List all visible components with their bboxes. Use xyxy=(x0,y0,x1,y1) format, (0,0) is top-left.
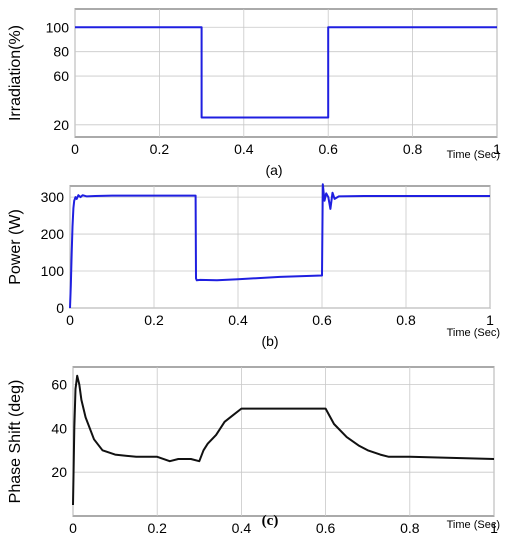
y-tick-label: 100 xyxy=(46,19,70,35)
chart-panel-2: 0 0.2 0.4 0.6 0.8 1 0 100 200 300 Power (W) Time (S… xyxy=(7,183,500,349)
series-line xyxy=(75,26,497,119)
x-tick-label: 0 xyxy=(66,312,74,328)
x-tick-label: 1 xyxy=(490,520,498,536)
panel-label: (c) xyxy=(262,513,279,529)
x-tick-label: 0.4 xyxy=(234,141,254,157)
x-tick-label: 0.2 xyxy=(147,520,167,536)
plot-area xyxy=(74,8,498,138)
x-tick-label: 1 xyxy=(493,141,501,157)
y-axis-label: Irradiation(%) xyxy=(7,25,24,121)
panel-label: (a) xyxy=(265,162,282,178)
y-tick-label: 40 xyxy=(51,420,67,436)
x-tick-label: 0.6 xyxy=(318,141,338,157)
chart-panel-3: 0 0.2 0.4 0.6 0.8 1 20 40 60 Phase Shift (deg) Tim… xyxy=(7,366,500,536)
y-tick-label: 20 xyxy=(51,464,67,480)
x-tick-label: 0.2 xyxy=(144,312,164,328)
y-tick-label: 0 xyxy=(56,300,64,316)
series-line xyxy=(69,183,490,309)
y-tick-label: 20 xyxy=(53,117,69,133)
x-tick-label: 0.8 xyxy=(400,520,420,536)
y-tick-label: 100 xyxy=(41,263,65,279)
x-axis-label: Time (Sec) xyxy=(447,327,500,339)
y-tick-label: 60 xyxy=(53,68,69,84)
x-axis-label: Time (Sec) xyxy=(447,519,500,531)
x-tick-label: 0 xyxy=(69,520,77,536)
x-tick-label: 0.4 xyxy=(232,520,252,536)
x-axis-label: Time (Sec) xyxy=(447,149,500,161)
y-axis-label: Power (W) xyxy=(7,209,24,285)
y-tick-label: 80 xyxy=(53,44,69,60)
plot-area xyxy=(69,185,491,309)
x-tick-label: 0.6 xyxy=(312,312,332,328)
panel-label: (b) xyxy=(261,333,278,349)
plot-area xyxy=(72,366,495,517)
y-tick-label: 60 xyxy=(51,377,67,393)
y-tick-label: 300 xyxy=(41,189,65,205)
x-tick-label: 0.8 xyxy=(396,312,416,328)
x-tick-label: 0 xyxy=(71,141,79,157)
x-tick-label: 0.8 xyxy=(403,141,423,157)
y-tick-label: 200 xyxy=(41,226,65,242)
x-tick-label: 1 xyxy=(486,312,494,328)
y-axis-label: Phase Shift (deg) xyxy=(7,380,24,504)
x-tick-label: 0.4 xyxy=(228,312,248,328)
chart-panel-1: 0 0.2 0.4 0.6 0.8 1 20 60 80 100 Irradiation(%) Tim… xyxy=(7,8,501,178)
x-tick-label: 0.6 xyxy=(316,520,336,536)
series-line xyxy=(72,374,495,506)
x-tick-label: 0.2 xyxy=(150,141,170,157)
